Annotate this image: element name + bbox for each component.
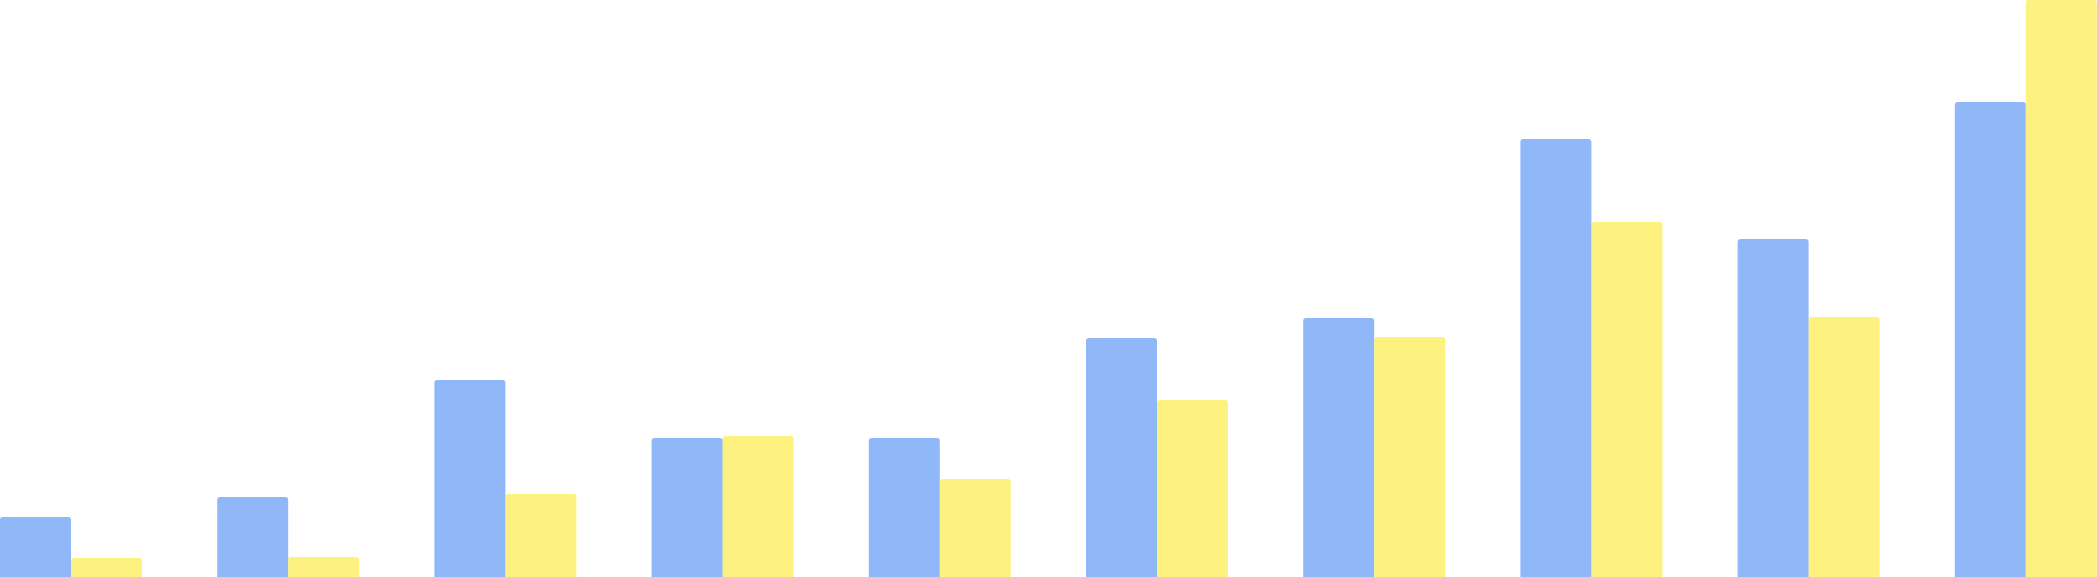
bar-series-2-item-2 bbox=[288, 557, 360, 577]
bar-series-1-item-4 bbox=[651, 438, 723, 577]
bar-series-1-item-1 bbox=[0, 517, 71, 577]
bar-series-2-item-7 bbox=[1374, 337, 1446, 577]
bar-series-1-item-10 bbox=[1954, 102, 2026, 577]
bar-series-2-item-5 bbox=[939, 479, 1011, 577]
bar-series-1-item-3 bbox=[434, 380, 506, 577]
bar-series-2-item-1 bbox=[71, 558, 142, 577]
bar-series-1-item-2 bbox=[217, 497, 289, 577]
bar-series-2-item-10 bbox=[2025, 0, 2097, 577]
bar-series-1-item-5 bbox=[868, 438, 940, 577]
bar-series-2-item-6 bbox=[1157, 400, 1228, 577]
bar-series-1-item-7 bbox=[1303, 318, 1375, 577]
bar-series-1-item-8 bbox=[1520, 139, 1592, 577]
bar-series-2-item-4 bbox=[722, 436, 794, 577]
bar-series-2-item-9 bbox=[1808, 317, 1880, 577]
bar-series-2-item-8 bbox=[1591, 222, 1663, 577]
bar-series-2-item-3 bbox=[505, 494, 577, 577]
bar-series-1-item-9 bbox=[1737, 239, 1809, 577]
bar-series-1-item-6 bbox=[1086, 338, 1157, 577]
